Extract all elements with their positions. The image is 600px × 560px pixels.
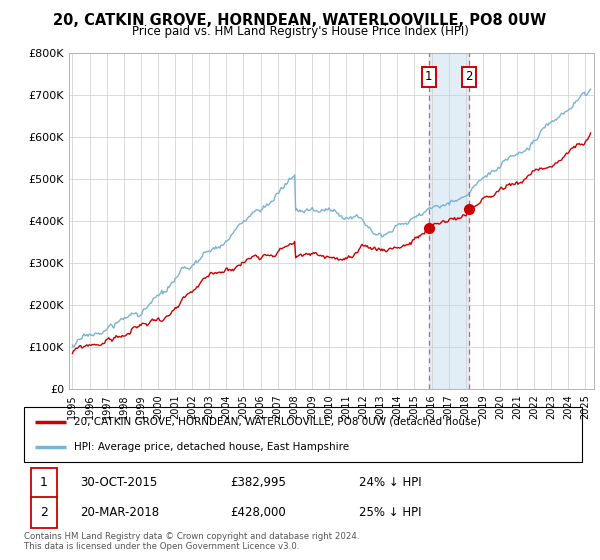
Text: 24% ↓ HPI: 24% ↓ HPI xyxy=(359,477,421,489)
Text: Price paid vs. HM Land Registry's House Price Index (HPI): Price paid vs. HM Land Registry's House … xyxy=(131,25,469,38)
Text: 2: 2 xyxy=(40,506,48,519)
FancyBboxPatch shape xyxy=(31,468,58,498)
Text: HPI: Average price, detached house, East Hampshire: HPI: Average price, detached house, East… xyxy=(74,442,349,452)
Text: £428,000: £428,000 xyxy=(230,506,286,519)
Text: 20, CATKIN GROVE, HORNDEAN, WATERLOOVILLE, PO8 0UW: 20, CATKIN GROVE, HORNDEAN, WATERLOOVILL… xyxy=(53,13,547,28)
Text: 1: 1 xyxy=(40,477,48,489)
Text: 25% ↓ HPI: 25% ↓ HPI xyxy=(359,506,421,519)
Bar xyxy=(428,53,469,389)
Text: 20-MAR-2018: 20-MAR-2018 xyxy=(80,506,159,519)
Text: £382,995: £382,995 xyxy=(230,477,286,489)
Text: 1: 1 xyxy=(425,70,433,83)
Text: 20, CATKIN GROVE, HORNDEAN, WATERLOOVILLE, PO8 0UW (detached house): 20, CATKIN GROVE, HORNDEAN, WATERLOOVILL… xyxy=(74,417,481,427)
Text: Contains HM Land Registry data © Crown copyright and database right 2024.
This d: Contains HM Land Registry data © Crown c… xyxy=(24,532,359,552)
FancyBboxPatch shape xyxy=(31,497,58,528)
Text: 30-OCT-2015: 30-OCT-2015 xyxy=(80,477,157,489)
Text: 2: 2 xyxy=(466,70,473,83)
